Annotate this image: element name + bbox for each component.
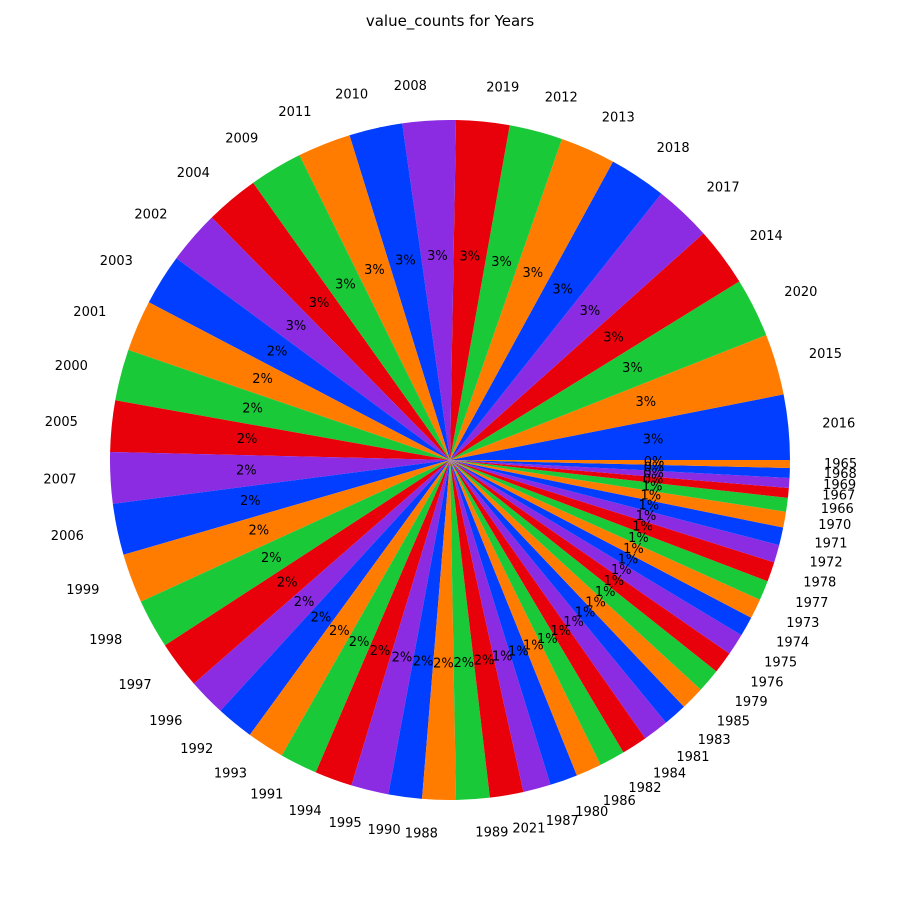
category-label: 1971 xyxy=(814,537,847,552)
percent-label: 2% xyxy=(261,551,282,566)
category-label: 2013 xyxy=(602,111,635,126)
percent-label: 2% xyxy=(240,494,261,509)
category-label: 1989 xyxy=(475,826,508,841)
category-label: 1979 xyxy=(735,695,768,710)
category-label: 1974 xyxy=(776,636,809,651)
category-label: 1990 xyxy=(368,823,401,838)
category-label: 2004 xyxy=(177,166,210,181)
category-label: 2007 xyxy=(43,472,76,487)
category-label: 2003 xyxy=(100,254,133,269)
category-label: 2008 xyxy=(394,79,427,94)
category-label: 1982 xyxy=(628,781,661,796)
percent-label: 3% xyxy=(635,395,656,410)
category-label: 1978 xyxy=(803,576,836,591)
category-label: 1987 xyxy=(546,814,579,829)
percent-label: 3% xyxy=(622,361,643,376)
percent-label: 2% xyxy=(413,655,434,670)
category-label: 1983 xyxy=(698,733,731,748)
percent-label: 2% xyxy=(453,656,474,671)
category-label: 2015 xyxy=(809,347,842,362)
category-label: 1993 xyxy=(214,767,247,782)
percent-label: 2% xyxy=(370,644,391,659)
percent-label: 3% xyxy=(522,266,543,281)
category-label: 1995 xyxy=(329,816,362,831)
percent-label: 2% xyxy=(392,651,413,666)
percent-label: 3% xyxy=(552,283,573,298)
percent-label: 3% xyxy=(395,253,416,268)
category-label: 2020 xyxy=(784,285,817,300)
category-label: 2009 xyxy=(225,131,258,146)
category-label: 1997 xyxy=(119,678,152,693)
category-label: 2000 xyxy=(55,359,88,374)
category-label: 1988 xyxy=(405,826,438,841)
category-label: 2021 xyxy=(512,821,545,836)
percent-label: 2% xyxy=(237,432,258,447)
percent-label: 2% xyxy=(242,401,263,416)
percent-label: 3% xyxy=(335,277,356,292)
category-label: 2019 xyxy=(486,80,519,95)
category-label: 2006 xyxy=(51,529,84,544)
category-label: 1994 xyxy=(289,804,322,819)
category-label: 1976 xyxy=(750,675,783,690)
percent-label: 3% xyxy=(364,263,385,278)
percent-label: 2% xyxy=(433,656,454,671)
percent-label: 3% xyxy=(309,296,330,311)
category-label: 2011 xyxy=(278,105,311,120)
category-label: 1965 xyxy=(824,457,857,472)
percent-label: 2% xyxy=(236,463,257,478)
category-label: 2002 xyxy=(134,207,167,222)
category-label: 2016 xyxy=(822,416,855,431)
percent-label: 0% xyxy=(644,455,665,470)
category-label: 1970 xyxy=(818,518,851,533)
category-label: 1977 xyxy=(795,596,828,611)
category-label: 2014 xyxy=(750,229,783,244)
category-label: 1996 xyxy=(149,714,182,729)
category-label: 1984 xyxy=(653,767,686,782)
percent-label: 2% xyxy=(277,576,298,591)
category-label: 1992 xyxy=(180,742,213,757)
category-label: 1999 xyxy=(66,583,99,598)
category-label: 1966 xyxy=(821,502,854,517)
percent-label: 2% xyxy=(329,624,350,639)
category-label: 1973 xyxy=(786,616,819,631)
percent-label: 3% xyxy=(580,304,601,319)
percent-label: 2% xyxy=(294,595,315,610)
category-label: 2010 xyxy=(335,88,368,103)
category-label: 1991 xyxy=(250,787,283,802)
category-label: 2001 xyxy=(73,305,106,320)
percent-label: 2% xyxy=(349,635,370,650)
category-label: 2012 xyxy=(545,91,578,106)
pie-slices xyxy=(110,120,790,800)
percent-label: 3% xyxy=(643,433,664,448)
percent-label: 3% xyxy=(286,319,307,334)
percent-label: 2% xyxy=(267,344,288,359)
category-label: 1972 xyxy=(810,556,843,571)
category-label: 2005 xyxy=(45,415,78,430)
percent-label: 2% xyxy=(252,372,273,387)
category-label: 1985 xyxy=(717,715,750,730)
percent-label: 3% xyxy=(491,255,512,270)
category-label: 2018 xyxy=(657,141,690,156)
category-label: 1981 xyxy=(676,750,709,765)
category-label: 1998 xyxy=(89,633,122,648)
category-label: 1975 xyxy=(764,656,797,671)
percent-label: 3% xyxy=(459,250,480,265)
category-label: 2017 xyxy=(707,180,740,195)
percent-label: 3% xyxy=(603,331,624,346)
percent-label: 2% xyxy=(248,524,269,539)
percent-label: 3% xyxy=(427,249,448,264)
